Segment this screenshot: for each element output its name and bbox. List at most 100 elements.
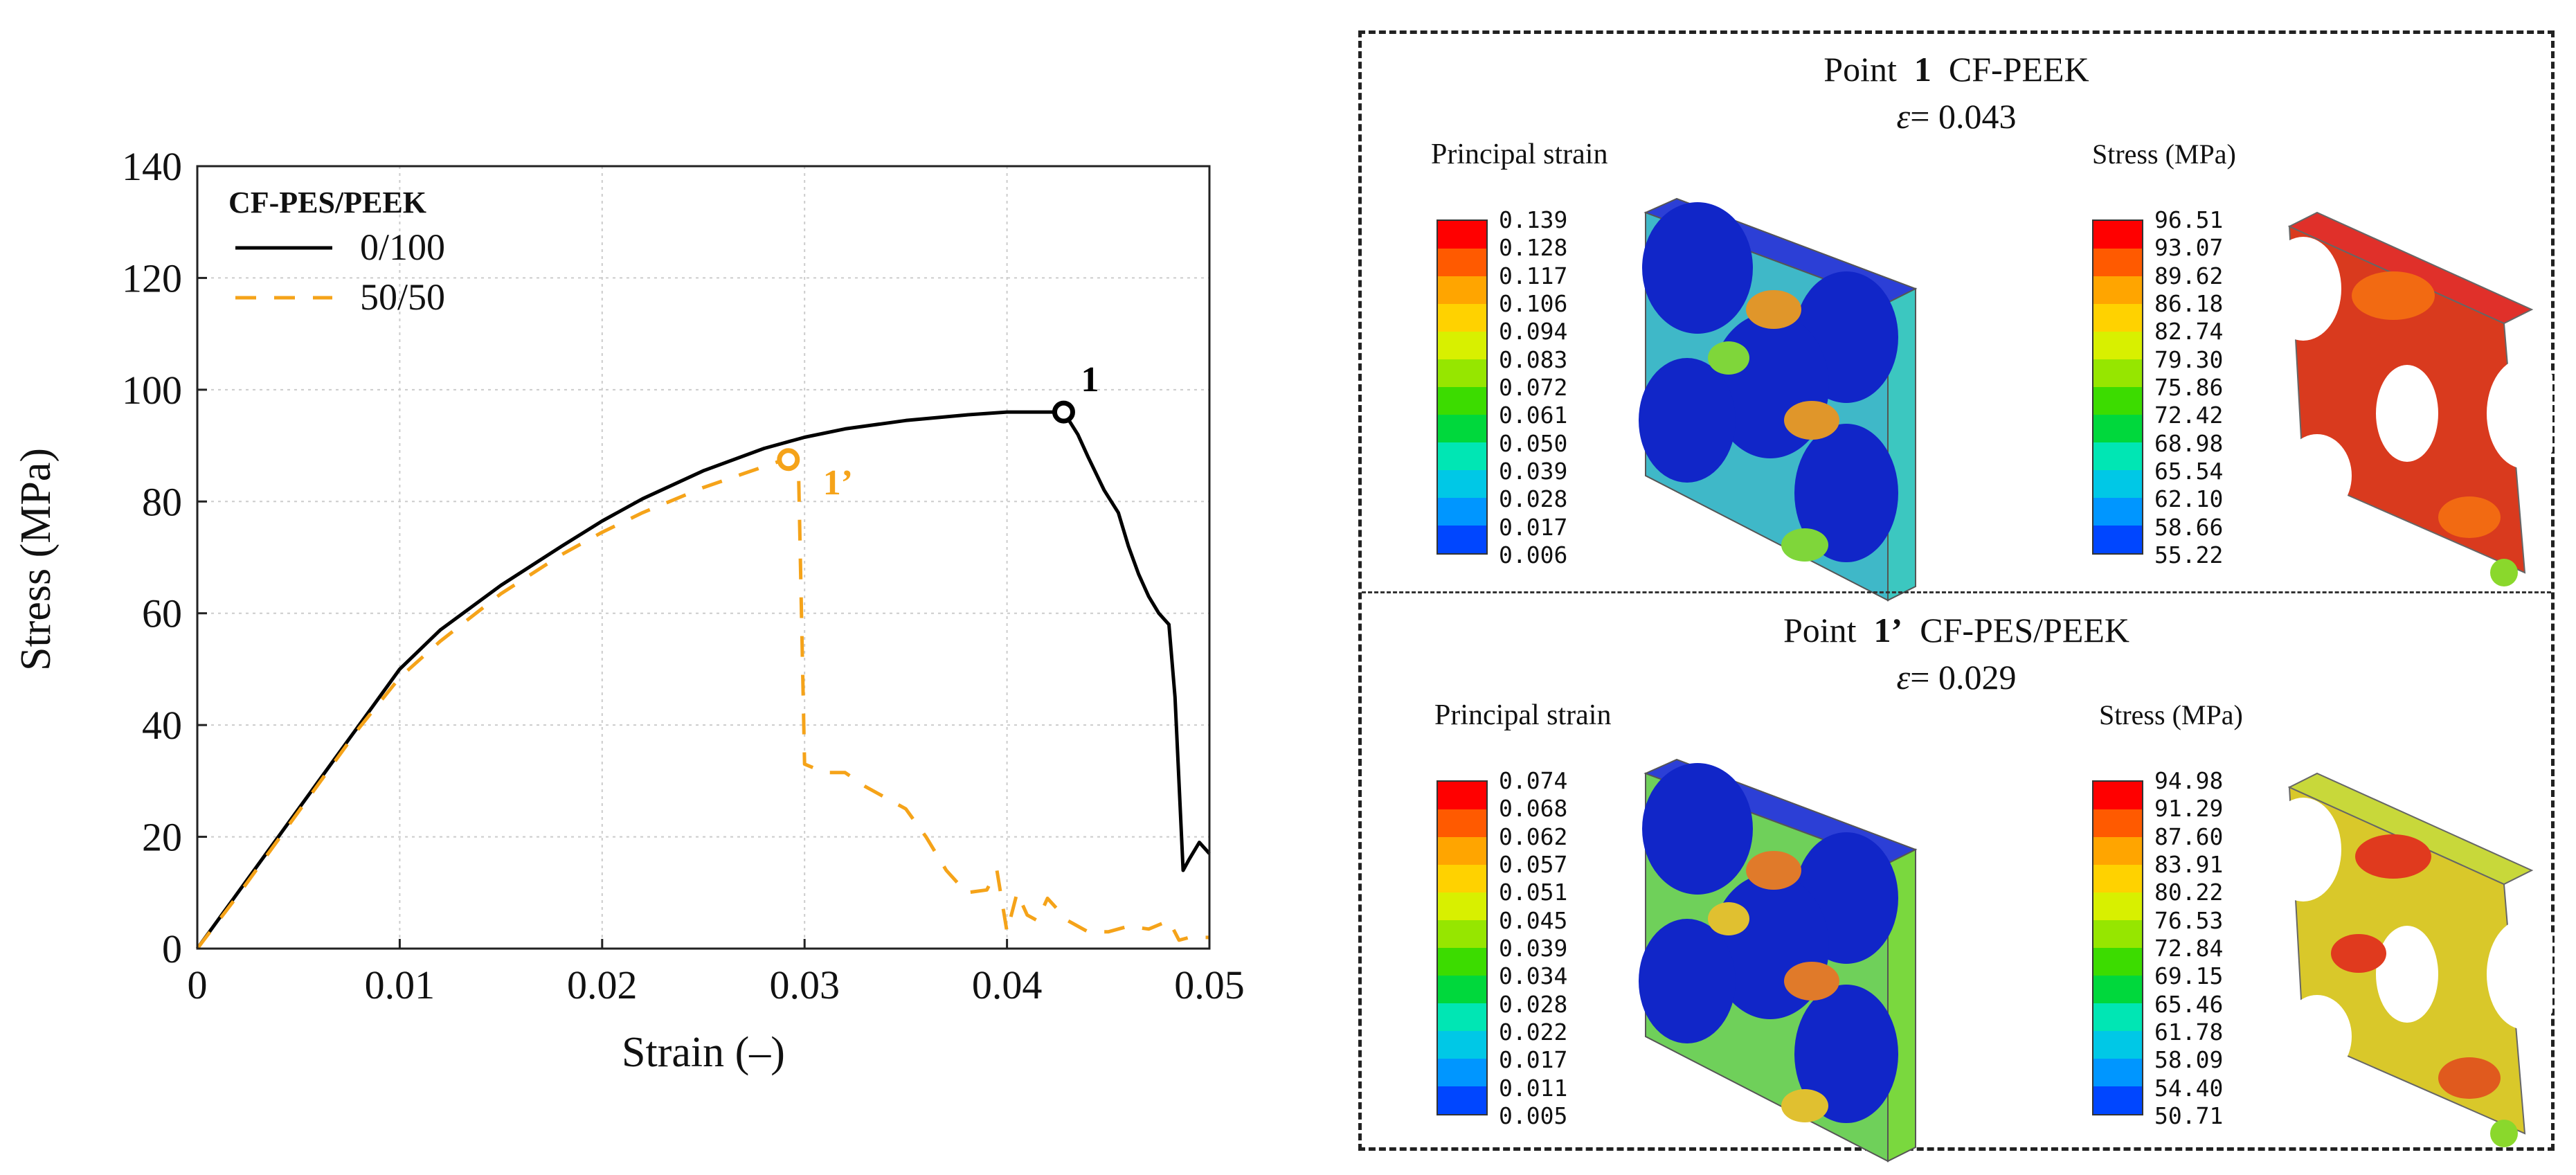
colorbar-tick-label: 0.128 [1499,234,1568,262]
colorbar-cell [2093,304,2142,332]
colorbar-tick-label: 0.017 [1499,513,1568,541]
colorbar-cell [2093,1031,2142,1059]
colorbar-cell [1438,1059,1486,1086]
point-1prime-title: Point 1’ CF-PES/PEEK [1783,611,2130,649]
colorbar-cell [1438,948,1486,976]
colorbar-cell [2093,442,2142,470]
legend-title: CF-PES/PEEK [228,186,426,219]
series-line-50-50 [196,458,1209,950]
colorbar-cell [2093,920,2142,948]
colorbar-tick-label: 62.10 [2154,485,2224,513]
colorbar-cell [2093,1059,2142,1086]
colorbar-cell [2093,221,2142,249]
colorbar-cell [1438,276,1486,304]
legend-entry-0-100: 0/100 [360,226,445,268]
colorbar-tick-label: 65.54 [2154,458,2224,485]
chart-legend: CF-PES/PEEK 0/100 50/50 [228,186,445,318]
annotation-marker-1 [1052,400,1075,424]
colorbar-tick-label: 76.53 [2154,906,2224,934]
point-1prime-section: Point 1’ CF-PES/PEEK ε= 0.029 Principal … [1362,595,2552,1163]
colorbar-cell [1438,359,1486,387]
colorbar-tick-label: 0.062 [1499,823,1568,850]
colorbar-cell [1438,1086,1486,1114]
colorbar-cell [1438,865,1486,893]
colorbar-tick-label: 0.106 [1499,290,1568,317]
colorbar-tick-label: 68.98 [2154,429,2224,457]
colorbar-tick-label: 0.074 [1499,767,1568,794]
colorbar-tick-label: 80.22 [2154,879,2224,906]
stress-tick-labels: 94.98 91.29 87.60 83.91 80.22 76.53 72.84 69.15… [2154,769,2265,1127]
stress-legend-title: Stress (MPa) [2092,138,2236,170]
point-1-section: Point 1 CF-PEEK ε= 0.043 Principal strai… [1362,34,2552,602]
principal-strain-colorbar [1436,219,1488,555]
colorbar-cell [1438,920,1486,948]
colorbar-cell [1438,470,1486,498]
y-tick-label: 120 [122,255,182,301]
colorbar-cell [2093,893,2142,920]
colorbar-tick-label: 0.017 [1499,1046,1568,1074]
colorbar-tick-label: 55.22 [2154,541,2224,568]
colorbar-tick-label: 54.40 [2154,1074,2224,1102]
colorbar-tick-label: 86.18 [2154,290,2224,317]
colorbar-cell [2093,387,2142,415]
plot-frame [196,165,1211,950]
colorbar-cell [1438,498,1486,526]
stress-strain-chart: 0 0.01 0.02 0.03 0.04 0.05020406080100120140 … [12,144,1245,1076]
colorbar-cell [2093,1003,2142,1031]
stress-contour-model [2276,772,2552,1147]
panel-divider [1362,591,2551,593]
point-1-title: Point 1 CF-PEEK [1823,50,2089,89]
colorbar-cell [2093,865,2142,893]
strain-contour-model [1639,758,1918,1163]
colorbar-tick-label: 0.034 [1499,962,1568,990]
colorbar-tick-label: 61.78 [2154,1019,2224,1046]
point-1-strain-value: ε= 0.043 [1896,97,2017,136]
colorbar-cell [2093,948,2142,976]
colorbar-tick-label: 0.094 [1499,318,1568,346]
x-tick-label: 0.03 [769,962,840,1007]
colorbar-tick-label: 79.30 [2154,346,2224,373]
y-tick-label: 60 [142,591,182,636]
colorbar-cell [1438,976,1486,1003]
colorbar-cell [2093,276,2142,304]
colorbar-tick-label: 0.083 [1499,346,1568,373]
annotation-label-2: 1’ [823,463,853,503]
colorbar-tick-label: 94.98 [2154,767,2224,794]
colorbar-cell [1438,526,1486,553]
annotation-marker-2 [777,448,800,472]
colorbar-cell [1438,387,1486,415]
colorbar-cell [1438,893,1486,920]
annotation-label-1: 1 [1081,360,1099,400]
colorbar-tick-label: 0.011 [1499,1074,1568,1102]
colorbar-cell [2093,526,2142,553]
principal-strain-legend-title: Principal strain [1434,699,1612,731]
colorbar-tick-label: 83.91 [2154,851,2224,878]
colorbar-cell [1438,782,1486,809]
strain-contour-model [1639,197,1918,602]
colorbar-tick-label: 75.86 [2154,374,2224,401]
colorbar-cell [1438,415,1486,442]
colorbar-tick-label: 0.072 [1499,374,1568,401]
stress-contour-model [2276,211,2552,586]
colorbar-tick-label: 0.028 [1499,485,1568,513]
colorbar-tick-label: 0.051 [1499,879,1568,906]
colorbar-cell [1438,1003,1486,1031]
colorbar-cell [2093,470,2142,498]
colorbar-tick-label: 58.09 [2154,1046,2224,1074]
x-axis-label: Strain (–) [622,1029,785,1076]
colorbar-tick-label: 0.117 [1499,262,1568,289]
colorbar-tick-label: 69.15 [2154,962,2224,990]
colorbar-tick-label: 0.028 [1499,990,1568,1018]
colorbar-tick-label: 0.139 [1499,206,1568,233]
colorbar-cell [2093,359,2142,387]
colorbar-cell [1438,221,1486,249]
colorbar-tick-label: 87.60 [2154,823,2224,850]
stress-legend-title: Stress (MPa) [2099,699,2243,730]
colorbar-tick-label: 0.050 [1499,429,1568,457]
y-tick-label: 0 [162,926,182,971]
series-line-0-100 [195,410,1211,950]
chart-ticks-layer: 0 0.01 0.02 0.03 0.04 0.05 0 20 40 60 80 100 120 140 [122,144,1245,1007]
colorbar-tick-label: 93.07 [2154,234,2224,262]
colorbar-cell [1438,1031,1486,1059]
colorbar-cell [2093,332,2142,359]
